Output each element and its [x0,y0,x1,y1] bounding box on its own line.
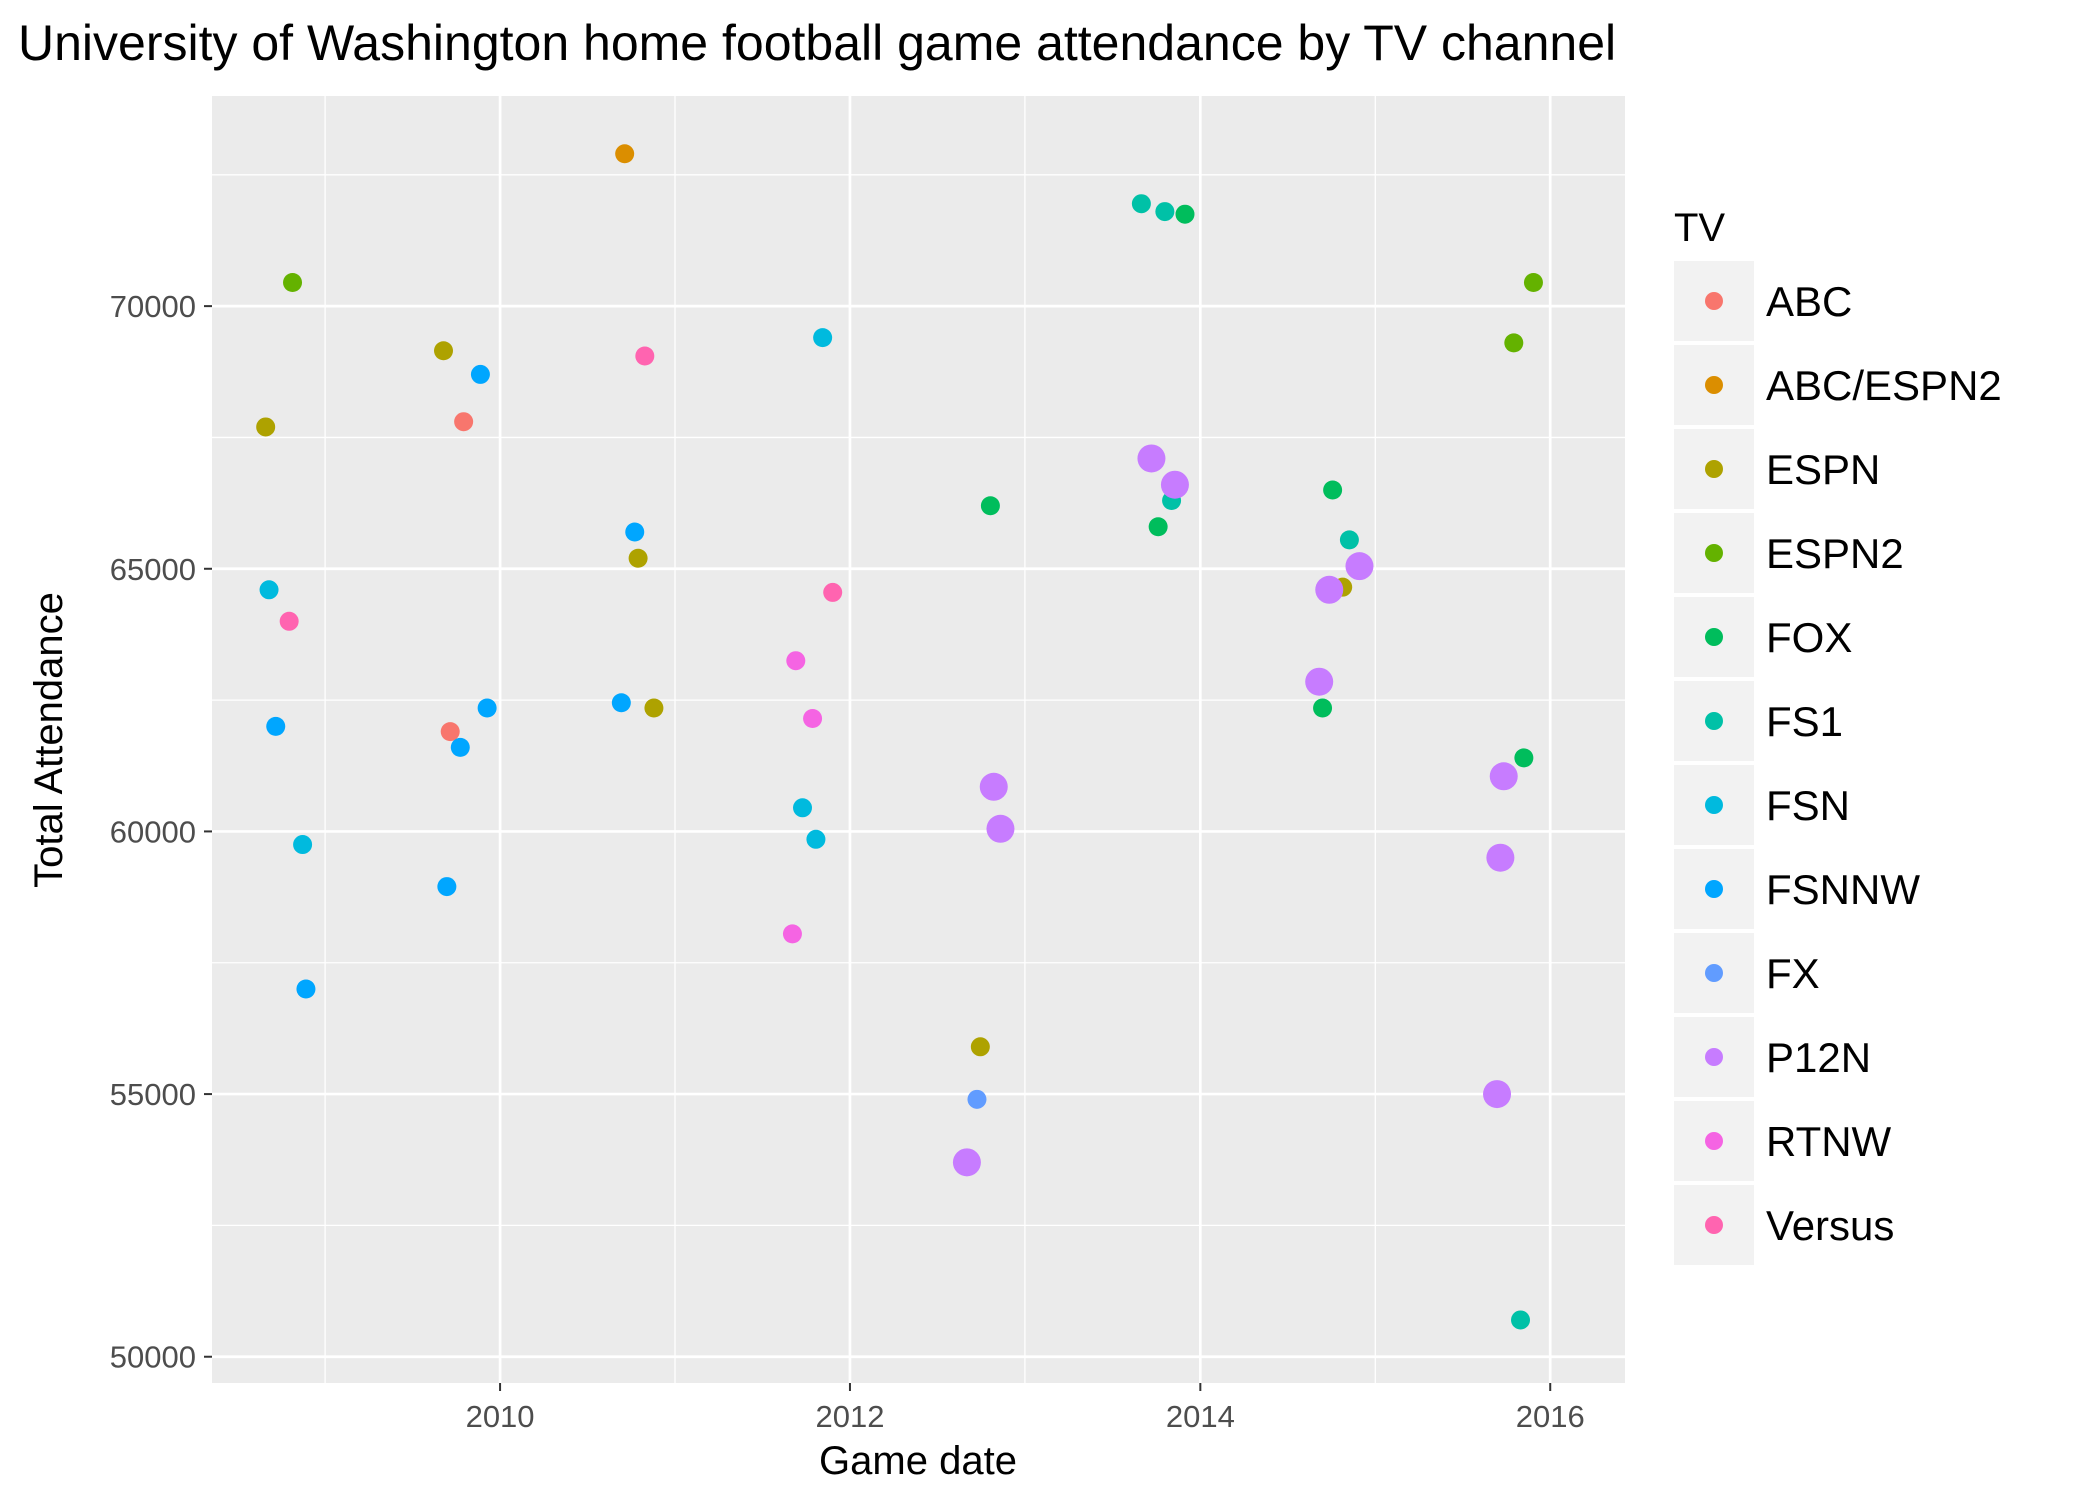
point-espn [970,1037,990,1057]
point-fox [1175,204,1195,224]
point-espn [628,548,648,568]
point-abc [454,412,474,432]
legend-label-fs1: FS1 [1766,698,1843,745]
point-fsnnw [477,698,497,718]
point-espn2 [1504,333,1524,353]
point-fsnnw [450,737,470,757]
y-axis: 50000 55000 60000 65000 70000 [110,289,212,1375]
point-fsn [813,328,833,348]
legend-label-fsn: FSN [1766,782,1850,829]
point-fx [967,1089,987,1109]
point-fox [1514,748,1534,768]
grid [212,96,1625,1383]
point-espn [644,698,664,718]
point-fox [1313,698,1333,718]
point-fs1 [1511,1310,1531,1330]
legend-swatch-versus [1705,1216,1723,1234]
point-fsnnw [437,877,457,897]
y-tick-label: 50000 [110,1340,196,1375]
y-tick-label: 70000 [110,289,196,324]
point-rtnw [782,924,802,944]
point-espn2 [283,272,303,292]
point-p12n [1489,762,1518,791]
point-fsnnw [611,693,631,713]
legend: TV ABC ABC/ESPN2 ESPN ESPN2 FOX FS1 FSN FSNNW FX… [1674,206,2002,1265]
point-fs1 [1131,194,1151,214]
point-fox [980,496,1000,516]
point-fsnnw [296,979,316,999]
point-fsnnw [470,364,490,384]
x-axis: 2010 2012 2014 2016 [466,1383,1585,1434]
point-rtnw [786,651,806,671]
legend-label-espn2: ESPN2 [1766,530,1904,577]
legend-label-abc: ABC [1766,278,1852,325]
x-tick-label: 2014 [1166,1399,1235,1434]
point-versus [635,346,655,366]
point-p12n [986,814,1015,843]
point-fsn [293,835,313,855]
legend-swatch-rtnw [1705,1132,1723,1150]
point-fsnnw [266,716,286,736]
point-espn2 [1523,272,1543,292]
point-abc [440,722,460,742]
y-axis-title: Total Attendance [27,592,71,888]
point-abc-espn2 [615,144,635,164]
point-p12n [1345,552,1374,581]
legend-swatch-espn [1705,460,1723,478]
point-p12n [979,772,1008,801]
legend-label-abc-espn2: ABC/ESPN2 [1766,362,2002,409]
legend-swatch-fsnnw [1705,880,1723,898]
point-fox [1323,480,1343,500]
legend-swatch-abc-espn2 [1705,376,1723,394]
point-p12n [1315,575,1344,604]
legend-swatch-espn2 [1705,544,1723,562]
legend-label-rtnw: RTNW [1766,1118,1892,1165]
point-espn [434,341,454,361]
point-fs1 [1339,530,1359,550]
legend-swatch-fx [1705,964,1723,982]
plot-panel [212,96,1625,1383]
x-axis-title: Game date [819,1439,1017,1483]
point-fox [1148,517,1168,537]
point-versus [823,582,843,602]
legend-label-espn: ESPN [1766,446,1880,493]
y-tick-label: 55000 [110,1077,196,1112]
legend-label-p12n: P12N [1766,1034,1871,1081]
point-p12n [1305,667,1334,696]
point-espn [256,417,276,437]
point-p12n [1486,843,1515,872]
y-tick-label: 60000 [110,814,196,849]
point-fsnnw [625,522,645,542]
point-p12n [952,1148,981,1177]
legend-swatch-fox [1705,628,1723,646]
point-rtnw [803,708,823,728]
legend-label-fx: FX [1766,950,1820,997]
point-fsn [259,580,279,600]
legend-swatch-p12n [1705,1048,1723,1066]
legend-title: TV [1674,206,1725,250]
point-fs1 [1155,202,1175,222]
chart-title: University of Washington home football g… [18,15,1616,71]
point-fsn [806,829,826,849]
y-tick-label: 65000 [110,552,196,587]
x-tick-label: 2012 [815,1399,884,1434]
legend-label-versus: Versus [1766,1202,1894,1249]
point-p12n [1160,470,1189,499]
legend-swatch-fs1 [1705,712,1723,730]
legend-label-fox: FOX [1766,614,1852,661]
point-fsn [793,798,813,818]
point-p12n [1483,1080,1512,1109]
data-points [256,144,1543,1330]
x-tick-label: 2010 [466,1399,535,1434]
point-versus [279,611,299,631]
point-p12n [1137,444,1166,473]
legend-swatch-fsn [1705,796,1723,814]
x-tick-label: 2016 [1516,1399,1585,1434]
legend-label-fsnnw: FSNNW [1766,866,1920,913]
legend-swatch-abc [1705,292,1723,310]
